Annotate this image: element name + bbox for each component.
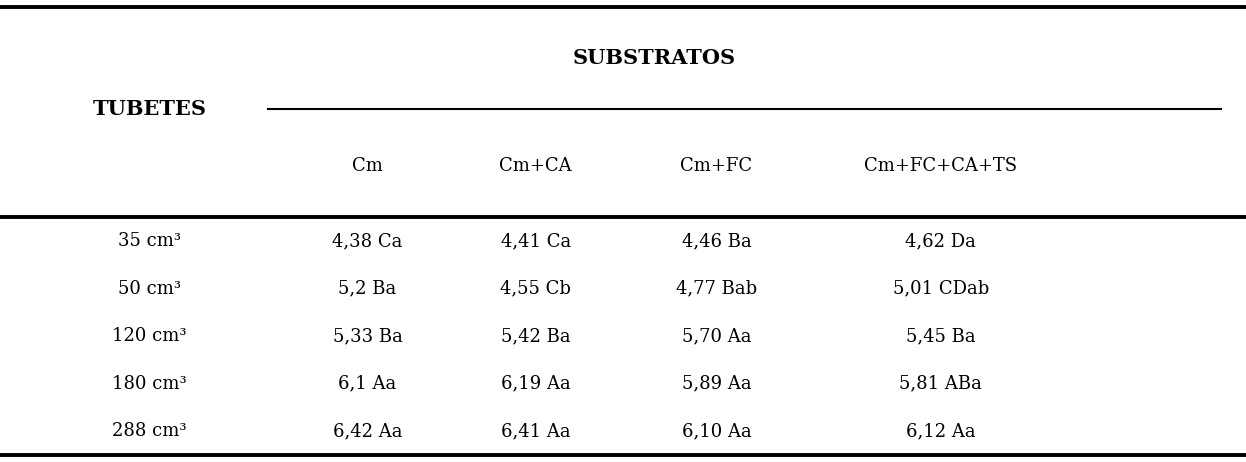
Text: 4,77 Bab: 4,77 Bab [675, 280, 758, 298]
Text: TUBETES: TUBETES [92, 98, 207, 119]
Text: 4,41 Ca: 4,41 Ca [501, 232, 571, 250]
Text: Cm+FC: Cm+FC [680, 158, 753, 175]
Text: 4,55 Cb: 4,55 Cb [501, 280, 571, 298]
Text: 5,33 Ba: 5,33 Ba [333, 327, 402, 345]
Text: 5,42 Ba: 5,42 Ba [501, 327, 571, 345]
Text: 5,01 CDab: 5,01 CDab [892, 280, 989, 298]
Text: 120 cm³: 120 cm³ [112, 327, 187, 345]
Text: 35 cm³: 35 cm³ [118, 232, 181, 250]
Text: 5,70 Aa: 5,70 Aa [682, 327, 751, 345]
Text: 180 cm³: 180 cm³ [112, 375, 187, 393]
Text: 6,1 Aa: 6,1 Aa [339, 375, 396, 393]
Text: 5,89 Aa: 5,89 Aa [682, 375, 751, 393]
Text: 50 cm³: 50 cm³ [118, 280, 181, 298]
Text: SUBSTRATOS: SUBSTRATOS [573, 48, 735, 68]
Text: 6,41 Aa: 6,41 Aa [501, 422, 571, 440]
Text: Cm+CA: Cm+CA [500, 158, 572, 175]
Text: 6,10 Aa: 6,10 Aa [682, 422, 751, 440]
Text: 6,12 Aa: 6,12 Aa [906, 422, 976, 440]
Text: 6,42 Aa: 6,42 Aa [333, 422, 402, 440]
Text: 4,38 Ca: 4,38 Ca [333, 232, 402, 250]
Text: 4,46 Ba: 4,46 Ba [682, 232, 751, 250]
Text: 5,45 Ba: 5,45 Ba [906, 327, 976, 345]
Text: 288 cm³: 288 cm³ [112, 422, 187, 440]
Text: 5,2 Ba: 5,2 Ba [339, 280, 396, 298]
Text: Cm+FC+CA+TS: Cm+FC+CA+TS [865, 158, 1017, 175]
Text: 4,62 Da: 4,62 Da [906, 232, 976, 250]
Text: Cm: Cm [353, 158, 383, 175]
Text: 5,81 ABa: 5,81 ABa [900, 375, 982, 393]
Text: 6,19 Aa: 6,19 Aa [501, 375, 571, 393]
